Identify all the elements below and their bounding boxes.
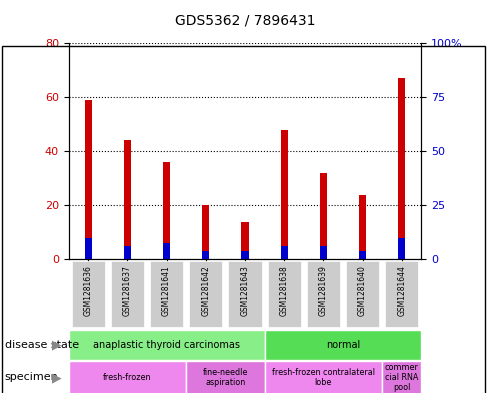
Text: normal: normal [326, 340, 360, 350]
Text: specimen: specimen [5, 373, 59, 382]
Text: commer
cial RNA
pool: commer cial RNA pool [385, 363, 419, 392]
Text: anaplastic thyroid carcinomas: anaplastic thyroid carcinomas [93, 340, 240, 350]
FancyBboxPatch shape [72, 261, 105, 327]
Bar [359, 251, 366, 259]
Bar [281, 246, 288, 259]
Bar [359, 195, 366, 259]
Text: GSM1281637: GSM1281637 [123, 265, 132, 316]
Bar [124, 140, 131, 259]
FancyBboxPatch shape [385, 261, 418, 327]
Bar [202, 251, 209, 259]
Bar [202, 205, 209, 259]
Text: GSM1281639: GSM1281639 [319, 265, 328, 316]
Bar [320, 173, 327, 259]
Bar [281, 130, 288, 259]
Text: GSM1281643: GSM1281643 [241, 265, 249, 316]
FancyBboxPatch shape [265, 330, 421, 360]
FancyBboxPatch shape [189, 261, 222, 327]
Text: ▶: ▶ [51, 371, 61, 384]
FancyBboxPatch shape [150, 261, 183, 327]
FancyBboxPatch shape [186, 361, 265, 393]
FancyBboxPatch shape [69, 330, 265, 360]
Bar [320, 246, 327, 259]
FancyBboxPatch shape [111, 261, 144, 327]
Text: ▶: ▶ [51, 338, 61, 351]
FancyBboxPatch shape [382, 361, 421, 393]
Bar [242, 251, 248, 259]
Text: GSM1281638: GSM1281638 [280, 265, 289, 316]
Text: GSM1281644: GSM1281644 [397, 265, 406, 316]
FancyBboxPatch shape [268, 261, 301, 327]
Text: GSM1281636: GSM1281636 [84, 265, 93, 316]
FancyBboxPatch shape [346, 261, 379, 327]
Text: fresh-frozen: fresh-frozen [103, 373, 151, 382]
FancyBboxPatch shape [69, 361, 186, 393]
Text: fresh-frozen contralateral
lobe: fresh-frozen contralateral lobe [272, 368, 375, 387]
Bar [85, 100, 92, 259]
Bar [242, 222, 248, 259]
FancyBboxPatch shape [265, 361, 382, 393]
Bar [398, 78, 405, 259]
Bar [398, 238, 405, 259]
Text: GSM1281640: GSM1281640 [358, 265, 367, 316]
Bar [85, 238, 92, 259]
Bar [163, 162, 170, 259]
Bar [163, 243, 170, 259]
Text: GDS5362 / 7896431: GDS5362 / 7896431 [175, 14, 315, 28]
Text: fine-needle
aspiration: fine-needle aspiration [203, 368, 248, 387]
FancyBboxPatch shape [228, 261, 262, 327]
Bar [124, 246, 131, 259]
FancyBboxPatch shape [307, 261, 340, 327]
Text: GSM1281642: GSM1281642 [201, 265, 210, 316]
Text: disease state: disease state [5, 340, 79, 350]
Text: GSM1281641: GSM1281641 [162, 265, 171, 316]
